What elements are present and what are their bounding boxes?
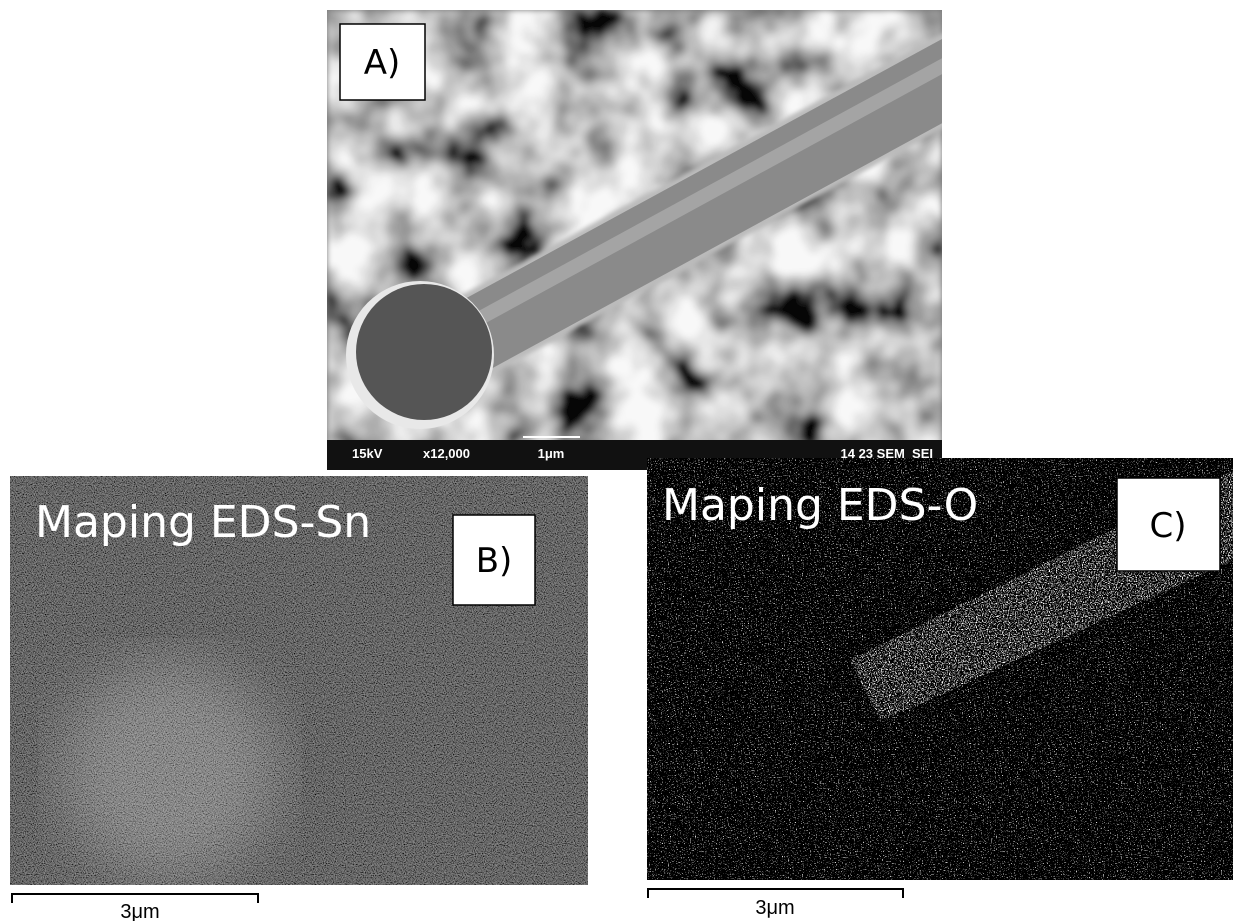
panel-title: Maping EDS-O (662, 480, 978, 531)
panel-label: C) (1149, 506, 1186, 546)
voltage: 15kV (352, 446, 383, 461)
panel-label: B) (476, 541, 513, 581)
panel-title: Maping EDS-Sn (35, 497, 371, 548)
scale-label: 1μm (538, 446, 565, 461)
magnification: x12,000 (423, 446, 470, 461)
figure: A) 15kV x12,000 1μm 14 23 SEM_SEI Maping… (0, 0, 1233, 921)
scale-label: 3μm (120, 901, 159, 921)
sem-image (327, 10, 990, 470)
scale-label: 3μm (755, 897, 794, 919)
panel-label: A) (364, 43, 401, 83)
